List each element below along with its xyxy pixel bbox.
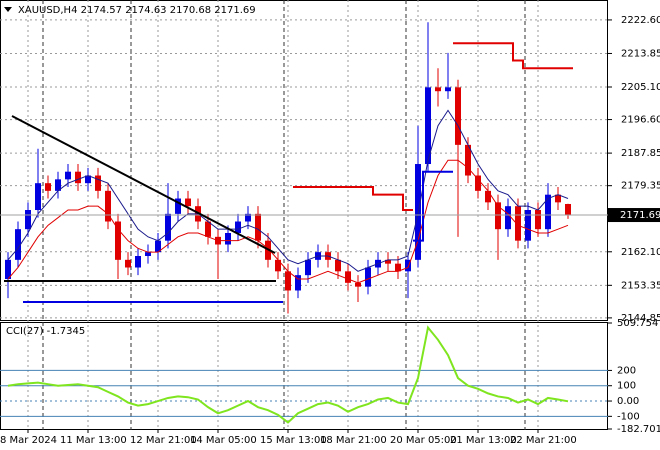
current-price-label: 2171.69: [620, 210, 660, 221]
candle-body: [435, 87, 441, 92]
candle-body: [565, 203, 571, 216]
day-separators: [42, 0, 526, 430]
y-tick-label: 2187.85: [621, 148, 660, 159]
candle-body: [245, 213, 251, 222]
candle-body: [75, 171, 81, 184]
moving-average: [7, 159, 569, 284]
x-tick-label: 22 Mar 21:00: [510, 435, 577, 446]
candle-body: [305, 259, 311, 276]
candle-body: [505, 206, 511, 230]
y-tick-label: 2162.10: [621, 247, 660, 258]
y-tick-label: 509.754: [617, 318, 658, 329]
step-line: [293, 186, 413, 212]
candle-body: [475, 175, 481, 191]
moving-average: [7, 109, 569, 272]
candle-body: [255, 213, 261, 241]
candle-body: [95, 175, 101, 191]
x-tick-label: 18 Mar 21:00: [320, 435, 387, 446]
candle-body: [465, 144, 471, 176]
candle-body: [535, 210, 541, 230]
grid: [0, 0, 608, 429]
candle-body: [225, 233, 231, 245]
candle-body: [185, 198, 191, 207]
y-tick-label: 2213.85: [621, 48, 660, 59]
candle-body: [25, 210, 31, 230]
candle-body: [105, 190, 111, 222]
candle-body: [5, 259, 11, 279]
x-tick-label: 14 Mar 05:00: [190, 435, 257, 446]
candle-body: [365, 267, 371, 287]
candle-body: [45, 183, 51, 191]
x-tick-label: 8 Mar 2024: [0, 435, 57, 446]
candle-body: [155, 240, 161, 253]
candle-body: [295, 275, 301, 291]
candle-body: [425, 87, 431, 165]
step-line: [413, 170, 453, 242]
candle-body: [175, 198, 181, 214]
y-tick-label: 2196.60: [621, 115, 660, 126]
y-tick-label: 2205.10: [621, 82, 660, 93]
y-tick-label: 2179.35: [621, 181, 660, 192]
candle-body: [345, 271, 351, 283]
candle-body: [525, 210, 531, 241]
candle-body: [135, 256, 141, 268]
candle-body: [275, 259, 281, 272]
candle-body: [395, 263, 401, 272]
y-tick-label: 2144.85: [621, 313, 660, 324]
candle-body: [495, 202, 501, 230]
marks: [0, 22, 608, 424]
candle-body: [235, 221, 241, 234]
candle-body: [115, 221, 121, 260]
y-tick-label: 2153.35: [621, 280, 660, 291]
y-tick-label: 0.00: [617, 396, 639, 407]
candle-body: [555, 194, 561, 203]
candle-body: [355, 282, 361, 287]
current-price-box: [608, 208, 660, 223]
candle-body: [405, 259, 411, 272]
y-tick-label: -100: [617, 411, 640, 422]
cci-line: [7, 325, 569, 424]
chart-header: XAUUSD,H4 2174.57 2174.63 2170.68 2171.6…: [18, 5, 256, 16]
candle-body: [515, 206, 521, 241]
candle-body: [285, 271, 291, 291]
candle-body: [145, 252, 151, 256]
x-tick-label: 21 Mar 13:00: [450, 435, 517, 446]
candle-body: [65, 171, 71, 180]
candle-body: [55, 179, 61, 191]
candle-body: [485, 190, 491, 203]
step-line: [453, 42, 573, 70]
candle-body: [85, 175, 91, 184]
y-tick-label: 2222.60: [621, 15, 660, 26]
candle-body: [335, 259, 341, 272]
main-panel: [0, 0, 608, 321]
candle-body: [445, 87, 451, 92]
menu-arrow: [4, 7, 12, 12]
indicator-panel: [0, 322, 608, 430]
x-tick-label: 11 Mar 13:00: [60, 435, 127, 446]
x-tick-label: 15 Mar 13:00: [260, 435, 327, 446]
y-tick-label: 100: [617, 381, 636, 392]
candle-body: [205, 221, 211, 237]
x-tick-label: 12 Mar 21:00: [130, 435, 197, 446]
candle-body: [385, 259, 391, 264]
candle-body: [15, 229, 21, 260]
candle-body: [125, 259, 131, 268]
candle-body: [455, 87, 461, 145]
candle-body: [545, 194, 551, 230]
y-tick-label: 200: [617, 365, 636, 376]
x-tick-label: 20 Mar 05:00: [390, 435, 457, 446]
axes: 2222.60 2213.85 2205.10 2196.60 2187.85 2179.…: [0, 15, 660, 446]
trendline: [11, 115, 276, 254]
candle-body: [165, 213, 171, 241]
candle-body: [35, 183, 41, 211]
indicator-title: CCI(27) -1.7345: [6, 326, 85, 337]
